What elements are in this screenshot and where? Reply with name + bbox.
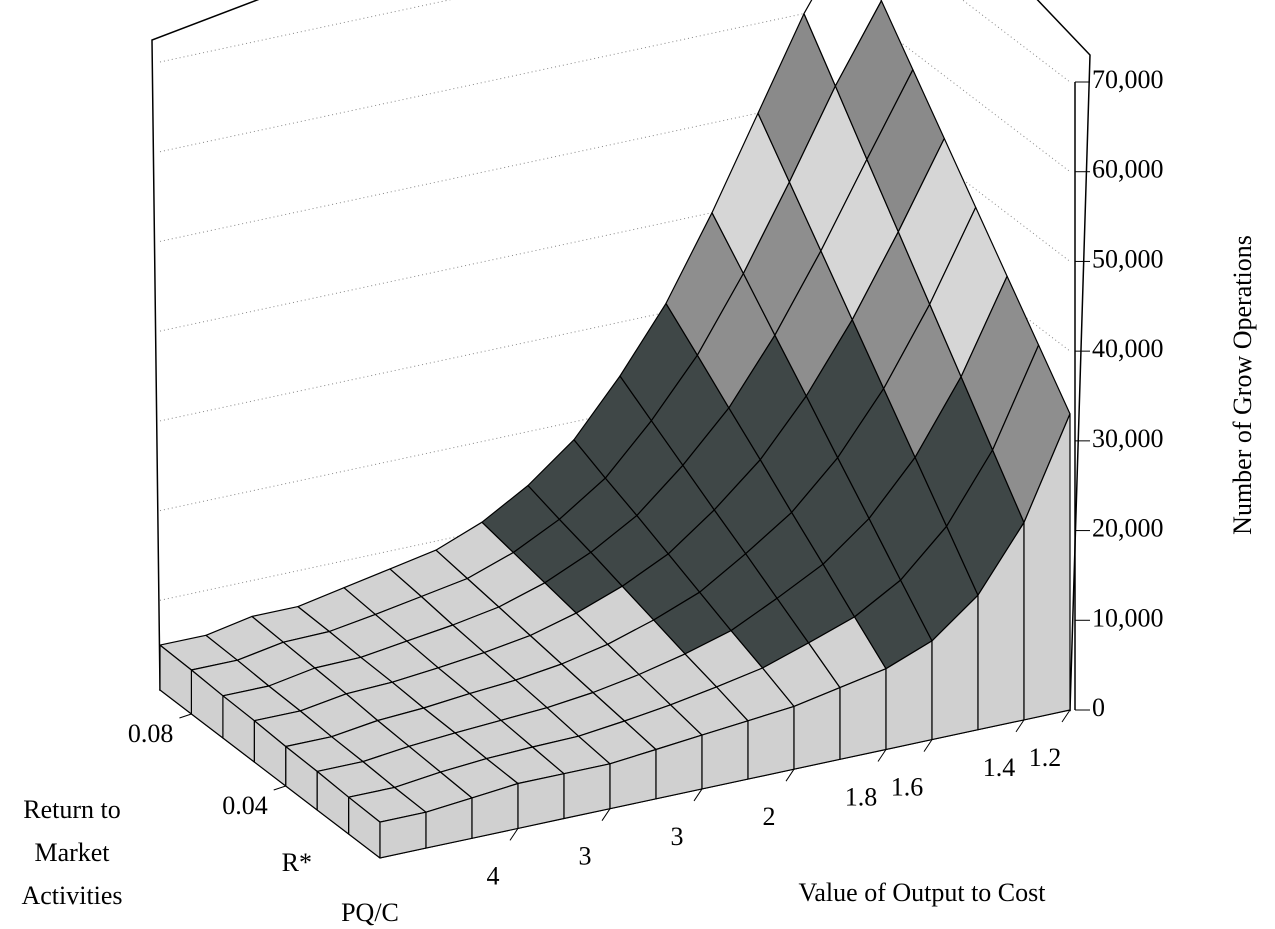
x-tick	[923, 739, 933, 752]
y-tick	[273, 785, 286, 791]
y-tick	[179, 713, 192, 719]
x-tick	[693, 788, 703, 802]
z-tick-label: 0	[1092, 693, 1105, 722]
x-tick	[601, 808, 611, 821]
front-skirt	[563, 763, 611, 820]
x-tick-label: 2	[763, 802, 776, 831]
z-tick-label: 40,000	[1092, 334, 1164, 363]
x-tick	[785, 768, 795, 782]
x-axis-title: Value of Output to Cost	[799, 878, 1047, 907]
x-tick	[1061, 709, 1071, 723]
side-skirt	[159, 644, 192, 715]
y-axis-title: Activities	[21, 881, 122, 910]
z-tick-label: 70,000	[1092, 65, 1164, 94]
z-tick-label: 10,000	[1092, 603, 1164, 632]
x-tick-label: 1.2	[1029, 743, 1062, 772]
x-axis-symbol: PQ/C	[341, 898, 399, 927]
front-skirt	[1023, 413, 1071, 721]
y-tick-label: 0.08	[128, 719, 174, 748]
front-skirt	[517, 773, 565, 830]
z-tick-label: 50,000	[1092, 244, 1164, 273]
y-axis-title: Return to	[23, 795, 121, 824]
x-tick-label: 3	[579, 842, 592, 871]
y-axis-title: Market	[34, 838, 110, 867]
y-axis-symbol: R*	[282, 848, 312, 877]
x-tick	[877, 749, 887, 762]
x-tick-label: 1.4	[983, 753, 1016, 782]
x-tick-label: 3	[671, 822, 684, 851]
z-axis-title: Number of Grow Operations	[1228, 235, 1257, 535]
z-tick-label: 60,000	[1092, 155, 1164, 184]
x-tick-label: 1.8	[845, 782, 878, 811]
x-tick-label: 4	[487, 861, 500, 890]
x-tick	[1015, 719, 1025, 733]
y-tick-label: 0.04	[222, 791, 268, 820]
x-tick-label: 1.6	[891, 773, 924, 802]
z-tick-label: 20,000	[1092, 514, 1164, 543]
z-tick-label: 30,000	[1092, 424, 1164, 453]
x-tick	[509, 828, 519, 841]
